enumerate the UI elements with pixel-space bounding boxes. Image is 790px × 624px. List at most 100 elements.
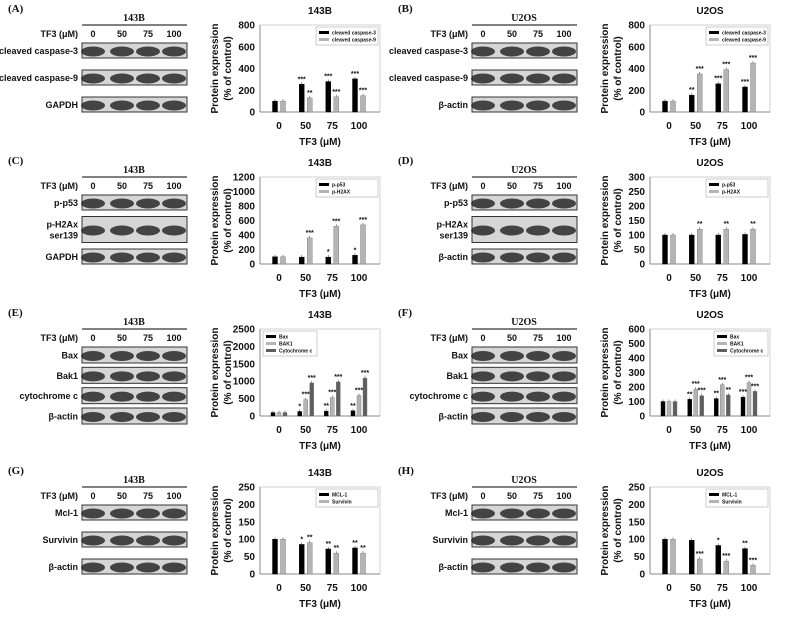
- cell-line-label: 143B: [123, 475, 145, 486]
- bar: [750, 62, 756, 113]
- protein-band: [552, 371, 576, 382]
- protein-band: [136, 562, 160, 573]
- protein-band: [500, 371, 524, 382]
- dose-label: 100: [556, 491, 571, 501]
- bar: [699, 395, 704, 417]
- protein-band: [552, 412, 576, 422]
- y-tick-label: 0: [249, 260, 255, 271]
- protein-band: [81, 562, 105, 573]
- significance-label: **: [687, 391, 693, 398]
- y-axis-label-line1: Protein expression: [210, 485, 221, 575]
- protein-band: [526, 46, 550, 57]
- western-blot: 143B TF3 (μM) 0 50 75 100 Mcl-1 Survivin β-actin: [41, 475, 188, 575]
- protein-band: [471, 562, 495, 573]
- x-tick-label: 50: [300, 273, 312, 284]
- x-tick-label: 50: [300, 583, 312, 594]
- significance-label: ***: [332, 218, 340, 225]
- y-tick-label: 0: [639, 260, 645, 271]
- blot-row: β-actin: [49, 558, 188, 575]
- blot-row: β-actin: [439, 248, 578, 265]
- protein-band: [136, 198, 160, 209]
- protein-band: [162, 562, 186, 573]
- chart-title: U2OS: [696, 310, 724, 321]
- dose-label: 100: [556, 29, 571, 39]
- y-tick-label: 800: [238, 202, 255, 213]
- bar: [333, 552, 339, 575]
- blot-protein-label: β-actin: [439, 252, 469, 262]
- bar: [660, 401, 666, 417]
- protein-band: [162, 46, 186, 57]
- y-tick-label: 2500: [233, 325, 256, 336]
- protein-band: [110, 412, 134, 422]
- y-tick-label: 50: [634, 245, 646, 256]
- bar: [325, 548, 331, 575]
- y-axis-label: Protein expression (% of control): [210, 175, 234, 265]
- x-axis-label: TF3 (μM): [299, 441, 341, 452]
- protein-band: [552, 46, 576, 57]
- y-tick-label: 0: [639, 412, 645, 423]
- bar: [715, 83, 721, 113]
- protein-band: [552, 73, 576, 84]
- significance-label: ***: [739, 389, 747, 396]
- blot-row: p-p53: [54, 194, 188, 211]
- protein-band: [81, 391, 105, 402]
- blot-protein-label: β-actin: [439, 562, 469, 572]
- y-tick-label: 100: [628, 535, 645, 546]
- protein-band: [471, 371, 495, 382]
- significance-label: **: [360, 545, 366, 552]
- legend-swatch: [319, 38, 329, 41]
- protein-band: [471, 508, 495, 519]
- y-axis-label-line2: (% of control): [613, 36, 624, 100]
- chart-title: U2OS: [696, 6, 724, 17]
- protein-band: [136, 508, 160, 519]
- bar: [307, 542, 313, 575]
- protein-band: [500, 391, 524, 402]
- dose-label: 50: [117, 333, 127, 343]
- panel-a: (A) 143B TF3 (μM) 0 50 75 100 cleaved caspase-3…: [0, 3, 381, 148]
- western-blot: U2OS TF3 (μM) 0 50 75 100 Mcl-1 Survivin β-actin: [431, 475, 578, 575]
- legend-entry: Survivin: [722, 500, 742, 506]
- legend-swatch: [709, 190, 719, 193]
- blot-row: Bak1: [56, 366, 188, 384]
- bar: [662, 538, 668, 575]
- protein-band: [110, 198, 134, 209]
- blot-row: Bax: [61, 346, 188, 364]
- x-tick-label: 75: [327, 121, 339, 132]
- y-axis-label-line2: (% of control): [223, 498, 234, 562]
- legend-box: [705, 178, 769, 198]
- protein-band: [110, 100, 134, 111]
- legend-entry: p-H2AX: [332, 190, 351, 196]
- legend-entry: cleaved caspase-3: [332, 31, 376, 37]
- dose-label: 75: [533, 491, 543, 501]
- y-axis-label-line2: (% of control): [613, 498, 624, 562]
- bar: [687, 399, 692, 417]
- blot-protein-label: Survivin: [42, 535, 78, 545]
- y-tick-label: 0: [249, 108, 255, 119]
- bar: [697, 73, 703, 113]
- y-axis-label-line2: (% of control): [613, 188, 624, 252]
- legend-entry: Bax: [730, 335, 739, 341]
- legend-swatch: [319, 183, 329, 186]
- x-tick-label: 0: [666, 121, 672, 132]
- blot-row: β-actin: [439, 96, 578, 113]
- dose-label: 0: [90, 491, 95, 501]
- blot-row: cleaved caspase-9: [389, 69, 578, 86]
- panel-c: (C) 143B TF3 (μM) 0 50 75 100 p-p53 p-H2Axser139…: [8, 155, 381, 300]
- bar: [272, 538, 278, 575]
- significance-label: *: [327, 249, 330, 256]
- blot-protein-label: Bak1: [56, 371, 78, 381]
- blot-row: cleaved caspase-3: [0, 42, 188, 59]
- y-axis-label: Protein expression (% of control): [600, 485, 624, 575]
- dose-row-label: TF3 (μM): [41, 29, 79, 39]
- bar: [689, 94, 695, 113]
- protein-band: [526, 562, 550, 573]
- dose-label: 0: [480, 491, 485, 501]
- bar: [276, 412, 282, 417]
- protein-band: [110, 562, 134, 573]
- x-axis-label: TF3 (μM): [299, 599, 341, 610]
- y-tick-label: 200: [238, 86, 255, 97]
- y-axis-label-line1: Protein expression: [210, 175, 221, 265]
